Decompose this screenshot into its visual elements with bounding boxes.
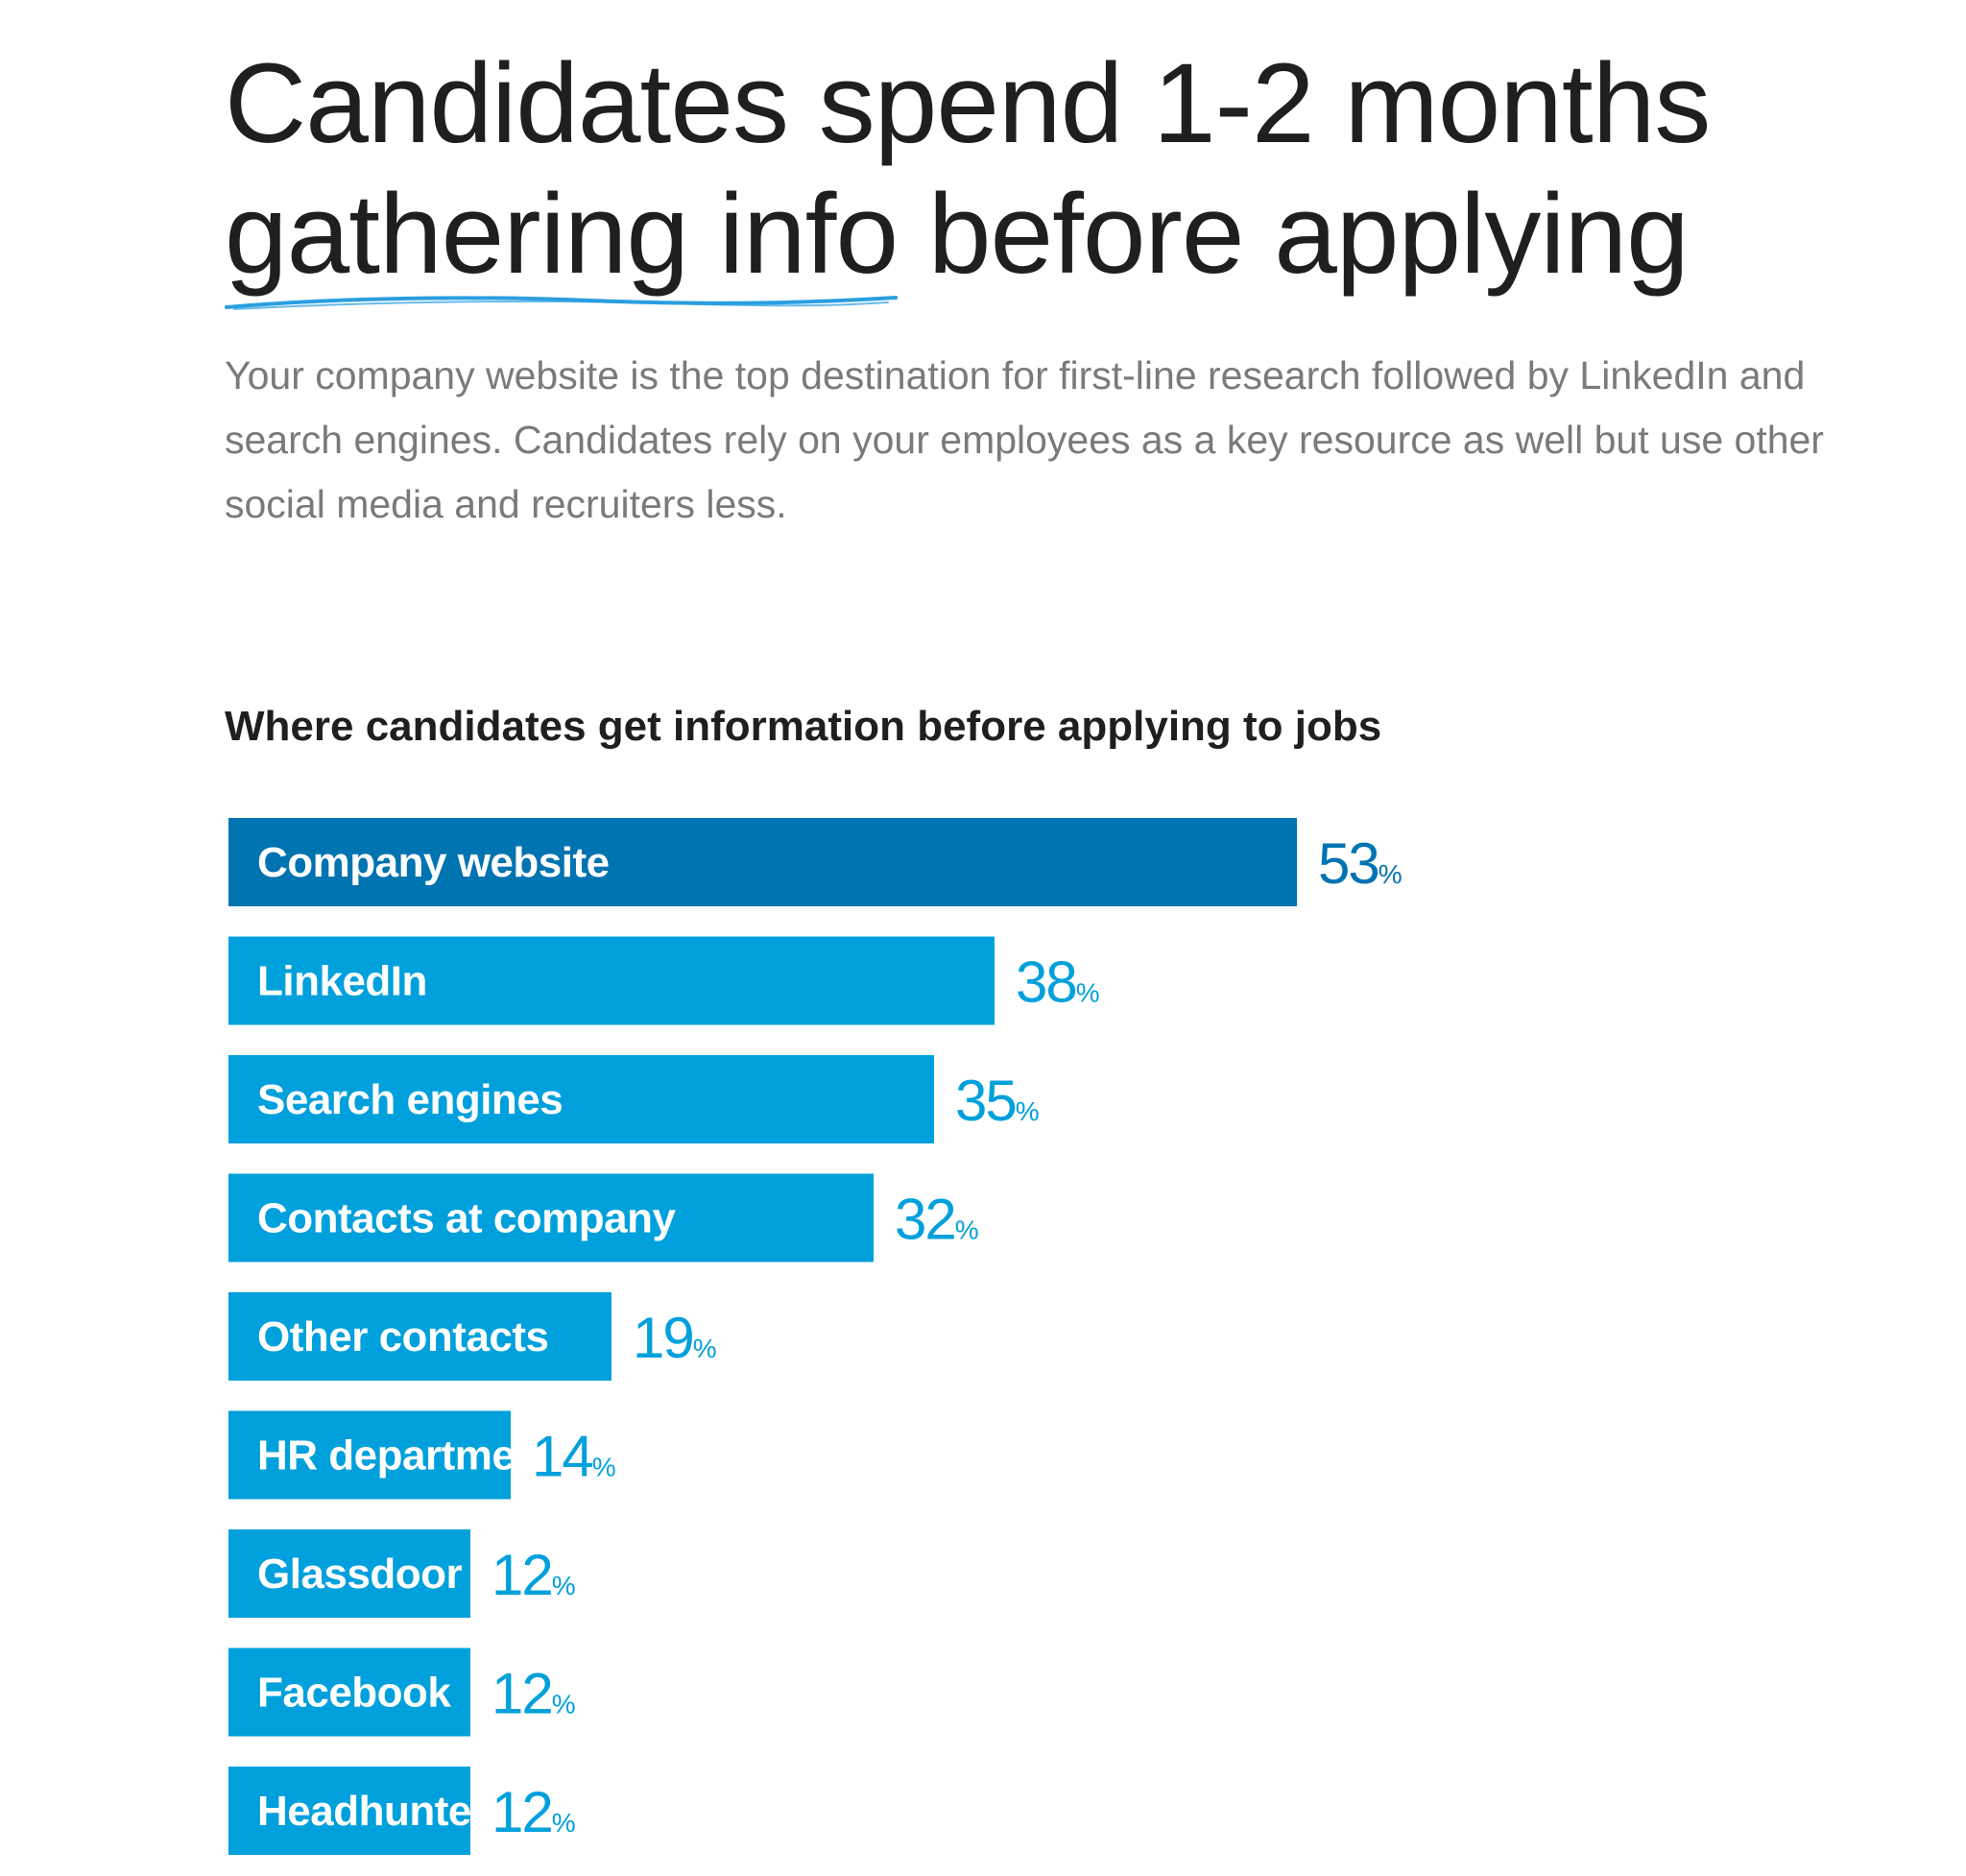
bar-group: Headhunter 12% (228, 1767, 576, 1855)
subtitle: Your company website is the top destinat… (225, 353, 1824, 526)
bar-value-number: 12 (492, 1780, 552, 1844)
bar-category-label: Contacts at company (257, 1195, 677, 1242)
headline-underlined-phrase: gathering info (225, 169, 899, 310)
bar-value-label: 35% (955, 1069, 1040, 1133)
bar-category-label: Search engines (257, 1076, 563, 1123)
headline-line-1: Candidates spend 1-2 months (225, 40, 1711, 167)
bar-category-label: Other contacts (257, 1313, 549, 1360)
bar (228, 1767, 470, 1855)
bar-value-label: 12% (492, 1662, 576, 1726)
bar (228, 1055, 934, 1143)
bar-value-label: 12% (492, 1780, 576, 1844)
bar-value-label: 38% (1016, 950, 1100, 1015)
headline-underlined-text: gathering info (225, 171, 899, 298)
bar (228, 936, 995, 1025)
bar-group: LinkedIn 38% (228, 936, 1100, 1025)
bar-value-label: 32% (895, 1188, 979, 1252)
bar-value-label: 53% (1318, 831, 1403, 896)
bar-value-number: 53 (1318, 831, 1379, 896)
bar-value-unit: % (1076, 978, 1100, 1008)
bar-value-unit: % (592, 1453, 616, 1482)
headline-rest-text: before applying (898, 171, 1690, 298)
chart-title: Where candidates get information before … (225, 703, 1382, 750)
brush-underline-icon (225, 296, 899, 310)
bar-group: Company website 53% (228, 818, 1403, 906)
bar (228, 1292, 611, 1381)
bar-value-number: 35 (955, 1069, 1016, 1133)
headline: Candidates spend 1-2 months gathering in… (225, 38, 1857, 310)
bar-value-label: 14% (532, 1425, 616, 1489)
bar-group: Contacts at company 32% (228, 1173, 979, 1263)
bar-category-label: Facebook (257, 1670, 451, 1717)
bar-value-number: 38 (1016, 950, 1076, 1015)
bar-value-unit: % (1016, 1096, 1040, 1126)
bar-value-number: 19 (633, 1306, 693, 1370)
bar-group: Facebook 12% (228, 1648, 576, 1737)
bar-value-label: 12% (492, 1543, 576, 1607)
bar-category-label: HR department (257, 1432, 555, 1479)
bar-value-unit: % (552, 1571, 576, 1600)
bar-value-number: 32 (895, 1188, 955, 1252)
bar-category-label: Glassdoor (257, 1551, 462, 1598)
bar-group: Search engines 35% (228, 1055, 1040, 1143)
bar-category-label: Company website (257, 839, 610, 886)
bar-value-number: 14 (532, 1425, 592, 1489)
bar-group: Glassdoor 12% (228, 1529, 576, 1618)
bar-value-unit: % (955, 1215, 979, 1245)
bar-value-unit: % (552, 1690, 576, 1720)
bar (228, 1410, 511, 1500)
bar-value-unit: % (1379, 859, 1403, 889)
bar (228, 1529, 470, 1618)
bar-value-label: 19% (633, 1306, 717, 1370)
bar-value-unit: % (693, 1334, 717, 1363)
headline-line-2: gathering info before applying (225, 169, 1857, 310)
bar-group: Other contacts 19% (228, 1292, 717, 1381)
bar-value-number: 12 (492, 1662, 552, 1726)
bar (228, 818, 1297, 906)
bar-value-number: 12 (492, 1543, 552, 1607)
bar (228, 1173, 874, 1263)
bar-category-label: Headhunter (257, 1788, 488, 1835)
bar-category-label: LinkedIn (257, 958, 427, 1005)
bar-value-unit: % (552, 1808, 576, 1838)
bar (228, 1648, 470, 1737)
